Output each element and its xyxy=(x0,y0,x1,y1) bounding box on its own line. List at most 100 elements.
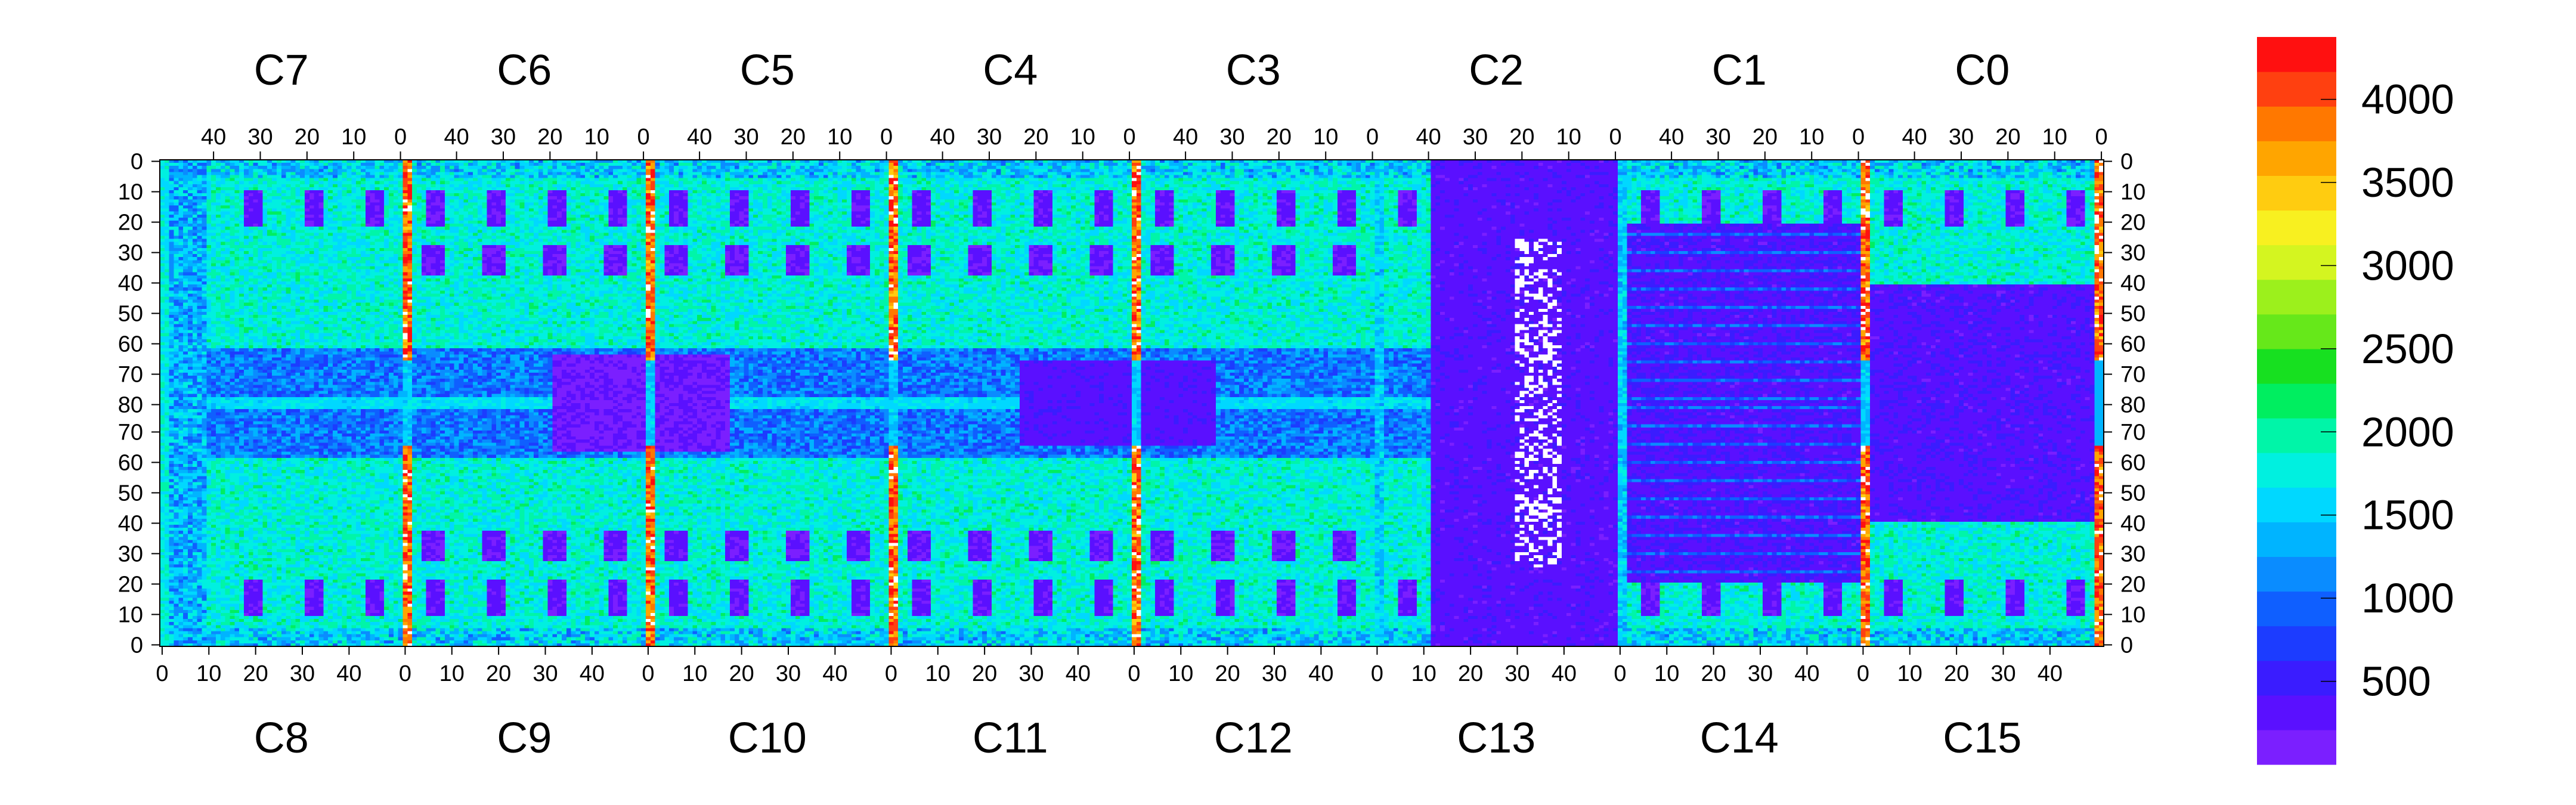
bottom-tick-label: 10 xyxy=(1897,661,1922,686)
left-y-tick-label: 40 xyxy=(118,271,143,296)
right-y-tick-label: 80 xyxy=(2120,393,2145,418)
right-y-tick-label: 10 xyxy=(2120,602,2145,627)
top-x-axis: 40 30 20 10 0 40 30 20 10 0 40 30 20 10 0 40 30 20 10 0 40 30… xyxy=(201,125,2108,160)
top-tick-label: 10 xyxy=(1313,125,1338,150)
chip-label-c12: C12 xyxy=(1214,714,1293,762)
right-y-tick-label: 0 xyxy=(2120,150,2133,175)
top-tick-label: 40 xyxy=(1902,125,1927,150)
bottom-tick-label: 30 xyxy=(290,661,315,686)
colorbar-segment xyxy=(2257,175,2336,211)
chip-label-c15: C15 xyxy=(1943,714,2021,762)
right-y-tick-label: 60 xyxy=(2120,450,2145,475)
colorbar-tick-label: 1500 xyxy=(2361,492,2454,538)
top-tick-label: 40 xyxy=(201,125,226,150)
bottom-tick-label: 20 xyxy=(243,661,268,686)
top-tick-label: 0 xyxy=(1852,125,1865,150)
left-y-tick-label: 30 xyxy=(118,541,143,566)
colorbar-tick-label: 2500 xyxy=(2361,326,2454,372)
top-tick-label: 0 xyxy=(2095,125,2108,150)
top-tick-label: 0 xyxy=(1123,125,1136,150)
top-tick-label: 10 xyxy=(1799,125,1824,150)
top-tick-label: 0 xyxy=(880,125,893,150)
colorbar-segment xyxy=(2257,244,2336,280)
colorbar-segment xyxy=(2257,591,2336,627)
colorbar-segment xyxy=(2257,141,2336,176)
colorbar-segment xyxy=(2257,729,2336,765)
top-tick-label: 20 xyxy=(295,125,320,150)
right-y-tick-label: 40 xyxy=(2120,511,2145,536)
bottom-tick-label: 0 xyxy=(642,661,654,686)
bottom-tick-label: 0 xyxy=(1371,661,1383,686)
chip-label-c1: C1 xyxy=(1712,47,1767,94)
colorbar-segment xyxy=(2257,626,2336,661)
bottom-tick-label: 10 xyxy=(196,661,221,686)
top-tick-label: 40 xyxy=(1416,125,1441,150)
chip-label-c13: C13 xyxy=(1457,714,1535,762)
bottom-tick-label: 20 xyxy=(1215,661,1240,686)
chip-label-c9: C9 xyxy=(497,714,552,762)
colorbar-segment xyxy=(2257,72,2336,107)
top-tick-label: 20 xyxy=(1753,125,1778,150)
top-tick-label: 10 xyxy=(341,125,366,150)
bottom-tick-label: 40 xyxy=(1308,661,1333,686)
left-y-tick-label: 50 xyxy=(118,481,143,506)
colorbar-segment xyxy=(2257,487,2336,522)
top-tick-label: 10 xyxy=(2042,125,2067,150)
colorbar-axis: 500 1000 1500 2000 2500 3000 3500 4000 xyxy=(2321,76,2454,705)
left-y-tick-label: 10 xyxy=(118,180,143,205)
top-tick-label: 0 xyxy=(637,125,650,150)
top-tick-label: 30 xyxy=(977,125,1002,150)
bottom-tick-label: 30 xyxy=(532,661,558,686)
right-y-tick-label: 70 xyxy=(2120,420,2145,445)
colorbar-segment xyxy=(2257,37,2336,72)
chip-label-c5: C5 xyxy=(740,47,795,94)
colorbar-segment xyxy=(2257,383,2336,419)
bottom-tick-label: 10 xyxy=(1411,661,1436,686)
top-tick-label: 20 xyxy=(1509,125,1534,150)
colorbar-tick-label: 2000 xyxy=(2361,408,2454,455)
bottom-tick-label: 30 xyxy=(1262,661,1287,686)
colorbar-tick-label: 1000 xyxy=(2361,575,2454,621)
colorbar-segment xyxy=(2257,660,2336,696)
colorbar-segment xyxy=(2257,279,2336,315)
right-y-tick-label: 0 xyxy=(2120,633,2133,658)
top-tick-label: 20 xyxy=(537,125,562,150)
colorbar-tick-label: 3000 xyxy=(2361,242,2454,289)
colorbar-segment xyxy=(2257,695,2336,730)
left-y-tick-label: 70 xyxy=(118,363,143,388)
right-y-tick-label: 60 xyxy=(2120,332,2145,357)
top-tick-label: 10 xyxy=(1556,125,1581,150)
bottom-x-axis: 0 10 20 30 40 0 10 20 30 40 0 10 20 30 40 0 10 20 30 40 0 10 2… xyxy=(156,646,2063,686)
bottom-tick-label: 10 xyxy=(1654,661,1679,686)
bottom-tick-label: 30 xyxy=(1018,661,1044,686)
bottom-tick-label: 20 xyxy=(1944,661,1969,686)
colorbar-segment xyxy=(2257,418,2336,453)
left-y-tick-label: 0 xyxy=(131,150,143,175)
left-y-tick-label: 30 xyxy=(118,241,143,266)
chip-label-c4: C4 xyxy=(983,47,1038,94)
bottom-tick-label: 0 xyxy=(156,661,168,686)
chip-label-c2: C2 xyxy=(1469,47,1524,94)
top-tick-label: 30 xyxy=(1705,125,1730,150)
bottom-tick-label: 20 xyxy=(486,661,511,686)
left-y-tick-label: 20 xyxy=(118,210,143,236)
left-y-tick-label: 80 xyxy=(118,393,143,418)
heatmap-pixels xyxy=(160,160,2104,646)
colorbar-segment xyxy=(2257,522,2336,558)
top-tick-label: 30 xyxy=(247,125,273,150)
top-tick-label: 0 xyxy=(1366,125,1379,150)
colorbar-segment xyxy=(2257,556,2336,592)
left-y-tick-label: 0 xyxy=(131,633,143,658)
left-y-tick-label: 70 xyxy=(118,420,143,445)
left-y-tick-label: 50 xyxy=(118,302,143,327)
top-tick-label: 30 xyxy=(1219,125,1244,150)
bottom-tick-label: 0 xyxy=(885,661,897,686)
right-y-tick-label: 70 xyxy=(2120,363,2145,388)
bottom-tick-label: 20 xyxy=(1458,661,1483,686)
top-tick-label: 30 xyxy=(491,125,516,150)
bottom-chip-labels: C8 C9 C10 C11 C12 C13 C14 C15 xyxy=(254,714,2022,762)
bottom-tick-label: 40 xyxy=(822,661,847,686)
colorbar-segment xyxy=(2257,453,2336,488)
